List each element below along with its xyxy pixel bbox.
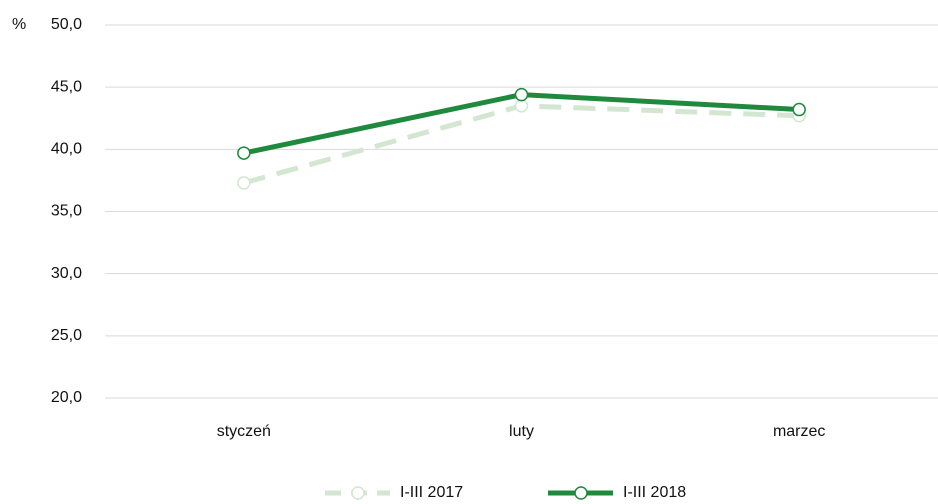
x-tick-label: marzec <box>773 423 825 440</box>
y-tick-label: 30,0 <box>51 265 82 282</box>
y-tick-label: 40,0 <box>51 141 82 158</box>
legend-marker <box>574 486 588 500</box>
marker <box>237 176 251 190</box>
x-tick-label: styczeń <box>217 423 271 440</box>
line <box>243 103 800 186</box>
legend-label: I-III 2017 <box>400 484 463 501</box>
y-tick-label: 35,0 <box>51 203 82 220</box>
y-tick-label: 20,0 <box>51 389 82 406</box>
marker <box>514 87 529 102</box>
y-tick-label: 45,0 <box>51 78 82 95</box>
marker <box>237 146 251 160</box>
marker <box>792 102 806 117</box>
y-tick-label: 50,0 <box>51 16 82 33</box>
marker <box>514 99 529 113</box>
y-tick-label: 25,0 <box>51 327 82 344</box>
x-tick-label: luty <box>509 423 534 440</box>
y-unit: % <box>12 16 26 33</box>
legend-label: I-III 2018 <box>623 484 686 501</box>
legend-marker <box>351 486 365 500</box>
